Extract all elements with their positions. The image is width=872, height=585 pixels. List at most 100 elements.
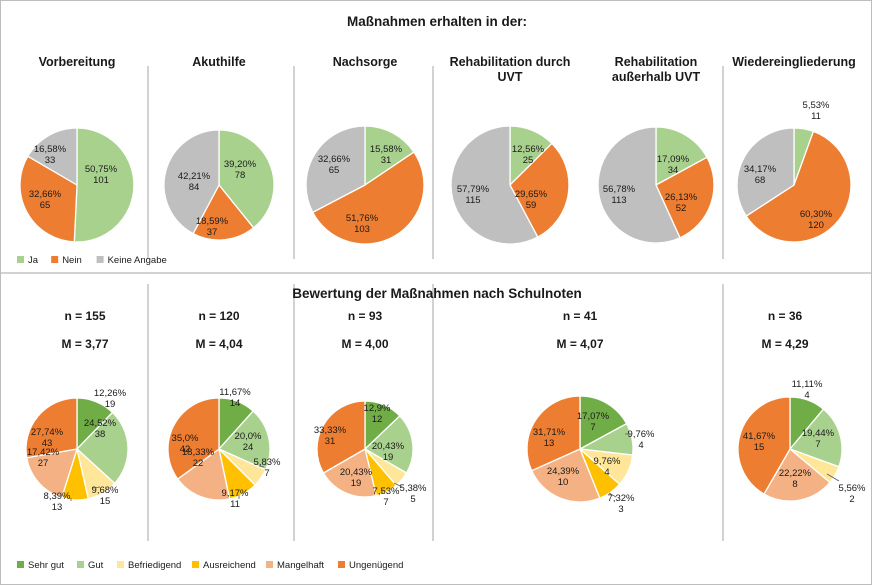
pie-title-3: Rehabilitation durch UVT [450, 55, 571, 84]
legend-bottom-swatch-3 [192, 561, 199, 568]
pie-title-2: Nachsorge [333, 55, 398, 69]
top-pie-3-data-label-0: 12,56% 25 [512, 144, 545, 166]
bottom-pie-0-data-label-4: 17,42% 27 [27, 447, 60, 469]
bottom-pie-2-slice-5 [316, 400, 366, 474]
top-pie-5-data-label-0: 5,53% 11 [803, 100, 830, 122]
bottom-pie-3-slice-5 [526, 395, 581, 472]
top-pie-1-slice-2 [163, 129, 220, 235]
top-pie-5-data-label-1: 60,30% 120 [800, 209, 833, 231]
n-label-0: n = 155 [64, 309, 105, 323]
bottom-pie-4-slice-4 [763, 448, 831, 502]
bottom-pie-0-leader-2 [92, 486, 101, 489]
top-pie-1-data-label-1: 18,59% 37 [196, 216, 229, 238]
legend-bottom-swatch-0 [17, 561, 24, 568]
pie-title-5: Wiedereingliederung [732, 55, 856, 69]
top-pie-4-slice-0 [655, 126, 708, 187]
top-pie-3-data-label-2: 57,79% 115 [457, 184, 490, 206]
top-pie-0-slice-1 [19, 155, 78, 243]
mean-label-3: M = 4,07 [556, 337, 603, 351]
legend-bottom-swatch-5 [338, 561, 345, 568]
top-pie-0-slice-2 [26, 127, 78, 187]
bottom-pie-2-data-label-4: 20,43% 19 [340, 467, 373, 489]
top-pie-2-data-label-2: 32,66% 65 [318, 154, 351, 176]
pie-title-0: Vorbereitung [39, 55, 116, 69]
top-pie-4-data-label-0: 17,09% 34 [657, 154, 690, 176]
top-pie-2-slice-2 [305, 125, 366, 214]
top-pie-5-data-label-2: 34,17% 68 [744, 164, 777, 186]
bottom-pie-4-data-label-5: 41,67% 15 [743, 431, 776, 453]
legend-bottom-label-2: Befriedigend [128, 560, 181, 571]
chart-title-bottom: Bewertung der Maßnahmen nach Schulnoten [292, 286, 582, 301]
bottom-pie-3-slice-0 [579, 395, 628, 451]
bottom-pie-3-data-label-1: 9,76% 4 [628, 429, 655, 451]
top-pie-0-data-label-0: 50,75% 101 [85, 164, 118, 186]
bottom-pie-3-data-label-0: 17,07% 7 [577, 411, 610, 433]
legend-top-swatch-2 [96, 256, 104, 263]
bottom-pie-2-data-label-2: 5,38% 5 [400, 483, 427, 505]
bottom-pie-2-data-label-0: 12,9% 12 [364, 403, 391, 425]
pie-title-1: Akuthilfe [192, 55, 246, 69]
bottom-pie-1-slice-4 [176, 447, 231, 501]
bottom-pie-4-slice-1 [788, 408, 843, 468]
chart-title-top: Maßnahmen erhalten in der: [347, 14, 527, 29]
top-pie-4-slice-2 [597, 126, 681, 244]
n-label-4: n = 36 [768, 309, 803, 323]
n-label-3: n = 41 [563, 309, 598, 323]
bottom-pie-1-data-label-5: 35,0% 42 [172, 433, 199, 455]
top-pie-2-slice-0 [364, 125, 415, 187]
top-pie-0-slice-0 [73, 127, 135, 243]
top-pie-1-data-label-0: 39,20% 78 [224, 159, 257, 181]
n-label-2: n = 93 [348, 309, 383, 323]
legend-top-label-1: Nein [62, 255, 82, 266]
legend-top-label-0: Ja [28, 255, 39, 266]
top-pie-3-slice-1 [509, 142, 570, 238]
bottom-pie-2-data-label-5: 33,33% 31 [314, 425, 347, 447]
legend-bottom-label-3: Ausreichend [203, 560, 256, 571]
top-pie-1-data-label-2: 42,21% 84 [178, 171, 211, 193]
bottom-pie-2-leader-2 [393, 482, 405, 489]
n-label-1: n = 120 [198, 309, 239, 323]
bottom-pie-0-slice-5 [25, 397, 78, 459]
bottom-pie-3-data-label-4: 24,39% 10 [547, 466, 580, 488]
top-pie-4-slice-1 [655, 156, 715, 239]
bottom-pie-1-leader-2 [258, 465, 265, 468]
top-pie-3-data-label-1: 29,65% 59 [515, 189, 548, 211]
legend-top-label-2: Keine Angabe [108, 255, 167, 266]
legend-bottom-label-1: Gut [88, 560, 104, 571]
bottom-pie-0-slice-1 [76, 411, 129, 485]
legend-bottom-swatch-1 [77, 561, 84, 568]
bottom-pie-1-slice-5 [167, 397, 220, 480]
bottom-pie-1-data-label-1: 20,0% 24 [235, 431, 262, 453]
bottom-pie-0-data-label-2: 9,68% 15 [92, 485, 119, 507]
bottom-pie-4-data-label-4: 22,22% 8 [779, 468, 812, 490]
top-pie-0-data-label-2: 16,58% 33 [34, 144, 67, 166]
top-pie-1-slice-1 [192, 183, 255, 241]
bottom-pie-1-data-label-0: 11,67% 14 [219, 387, 251, 409]
top-pie-5-slice-2 [736, 127, 795, 217]
legend-top-swatch-1 [51, 256, 59, 263]
bottom-pie-0-data-label-1: 24,52% 38 [84, 418, 117, 440]
bottom-pie-0-data-label-5: 27,74% 43 [31, 427, 64, 449]
legend-bottom-swatch-4 [266, 561, 273, 568]
bottom-pie-1-data-label-2: 5,83% 7 [254, 457, 281, 479]
mean-label-2: M = 4,00 [341, 337, 388, 351]
top-pie-2-data-label-0: 15,58% 31 [370, 144, 403, 166]
top-pie-2-data-label-1: 51,76% 103 [346, 213, 379, 235]
bottom-pie-4-data-label-0: 11,11% 4 [792, 379, 823, 401]
top-pie-0-data-label-1: 32,66% 65 [29, 189, 62, 211]
pie-title-4: Rehabilitation außerhalb UVT [612, 55, 701, 84]
legend-bottom-label-4: Mangelhaft [277, 560, 324, 571]
bottom-pie-2-data-label-3: 7,53% 7 [373, 486, 400, 508]
bottom-pie-3-data-label-2: 9,76% 4 [594, 456, 621, 478]
bottom-pie-4-data-label-1: 19,44% 7 [802, 428, 835, 450]
mean-label-0: M = 3,77 [61, 337, 108, 351]
top-pie-4-data-label-2: 56,78% 113 [603, 184, 636, 206]
bottom-pie-2-data-label-1: 20,43% 19 [372, 441, 405, 463]
bottom-pie-1-data-label-3: 9,17% 11 [222, 488, 249, 510]
mean-label-1: M = 4,04 [195, 337, 242, 351]
top-pie-1-slice-0 [218, 129, 275, 229]
bottom-pie-3-leader-3 [608, 492, 617, 498]
legend-bottom-label-5: Ungenügend [349, 560, 403, 571]
bottom-pie-1-data-label-4: 18,33% 22 [182, 447, 215, 469]
